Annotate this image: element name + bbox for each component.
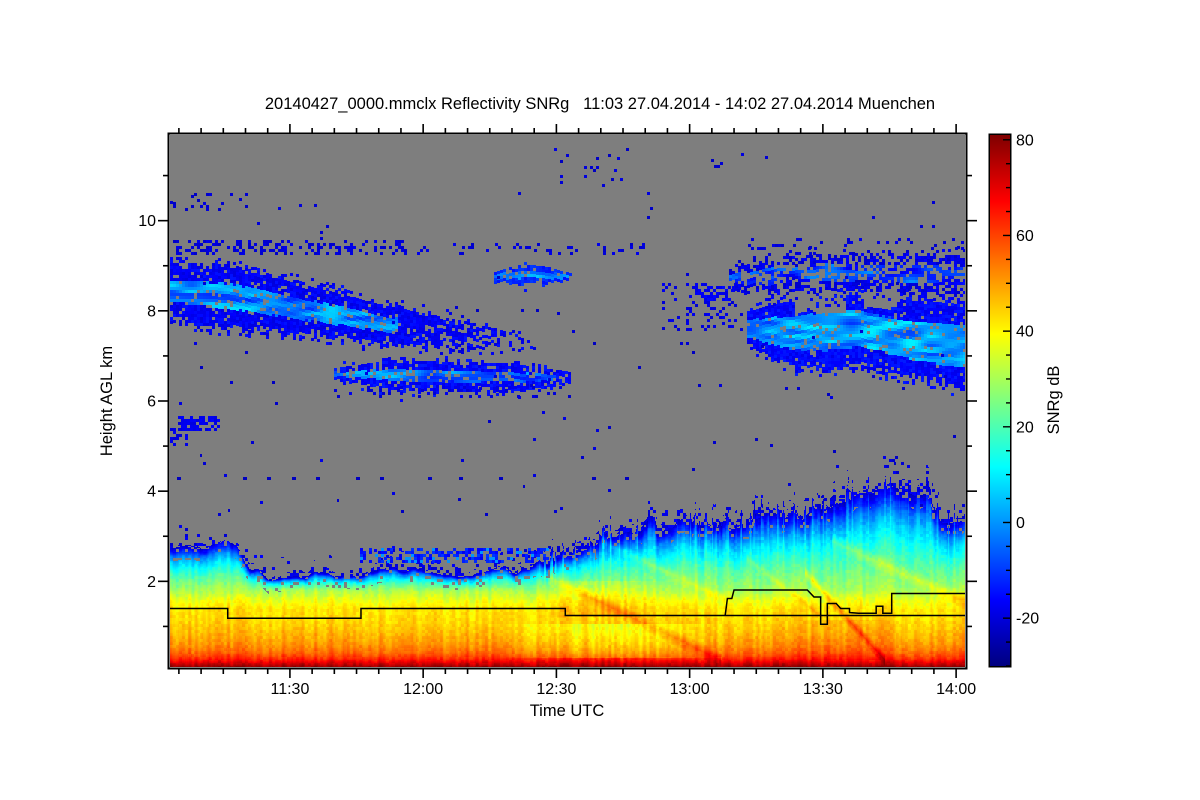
colorbar-tick-label: 0 (1016, 515, 1025, 532)
colorbar-tick-label: -20 (1016, 611, 1039, 628)
x-tick-label: 12:30 (536, 681, 576, 698)
y-axis-label: Height AGL km (98, 346, 116, 456)
y-tick-label: 4 (147, 484, 156, 501)
colorbar-canvas (990, 135, 1010, 666)
axis-frame (167, 132, 968, 670)
y-tick-label: 2 (147, 574, 156, 591)
x-tick-label: 13:00 (670, 681, 710, 698)
x-tick-label: 11:30 (270, 681, 309, 698)
x-tick-label: 13:30 (803, 681, 843, 698)
colorbar-tick-label: 80 (1016, 132, 1034, 149)
y-tick-label: 10 (138, 213, 156, 230)
y-tick-label: 8 (147, 303, 156, 320)
x-tick-label: 12:00 (403, 681, 443, 698)
colorbar-tick-label: 60 (1016, 228, 1034, 245)
heatmap-canvas (170, 135, 965, 667)
y-tick-label: 6 (147, 394, 156, 411)
colorbar-label: SNRg dB (1045, 366, 1063, 435)
axis-frame (988, 133, 1012, 668)
plot-title: 20140427_0000.mmclx Reflectivity SNRg 11… (264, 95, 936, 113)
colorbar-tick-label: 40 (1016, 324, 1034, 341)
x-axis-label: Time UTC (530, 702, 605, 720)
colorbar-tick-label: 20 (1016, 419, 1034, 436)
x-tick-label: 14:00 (936, 681, 976, 698)
